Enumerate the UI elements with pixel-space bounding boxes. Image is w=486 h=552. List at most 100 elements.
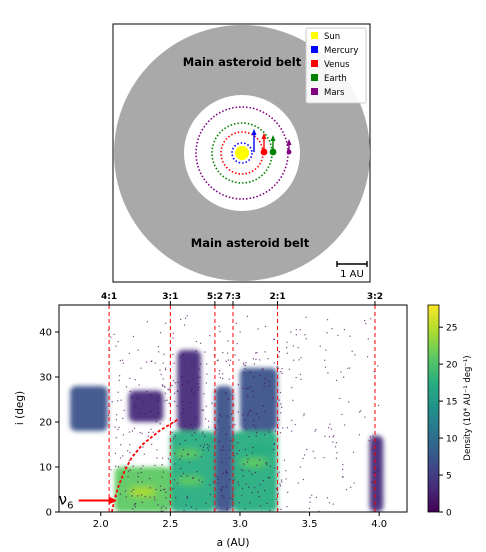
density-point [137, 475, 139, 478]
density-point [205, 405, 207, 407]
density-point [211, 402, 213, 404]
density-point [149, 487, 151, 489]
density-point [253, 424, 255, 426]
density-point [303, 454, 306, 456]
density-point [300, 357, 302, 359]
density-point [304, 334, 306, 336]
orbit-mercury [231, 142, 253, 164]
density-point [217, 478, 219, 480]
density-point [264, 351, 266, 353]
density-point [257, 491, 259, 493]
density-region-1 [128, 390, 164, 422]
density-point [110, 336, 112, 338]
density-point [225, 360, 227, 362]
density-point [286, 341, 288, 343]
density-point [218, 325, 220, 327]
density-core-0 [128, 486, 157, 497]
density-point [222, 377, 224, 380]
density-point [140, 471, 142, 474]
density-point [275, 401, 277, 403]
density-point [160, 510, 163, 512]
density-point [237, 411, 239, 413]
resonance-labels: 4:1 3:1 5:2 7:3 2:1 3:2 [101, 292, 383, 305]
density-point [229, 497, 231, 499]
density-point [226, 352, 229, 354]
density-point [131, 396, 133, 399]
density-point [203, 393, 205, 395]
density-point [364, 416, 366, 418]
density-point [118, 379, 120, 381]
density-point [186, 497, 188, 499]
density-point [305, 338, 307, 340]
density-point [244, 448, 247, 451]
density-point [231, 413, 233, 415]
density-point [172, 380, 174, 382]
density-point [198, 479, 200, 481]
density-point [156, 449, 158, 451]
density-point [202, 446, 205, 448]
density-point [243, 364, 245, 366]
density-point [213, 509, 215, 511]
density-point [117, 428, 119, 431]
density-point [186, 315, 188, 317]
density-point [150, 428, 152, 430]
density-point [119, 457, 122, 459]
density-point [345, 489, 348, 491]
density-point [225, 486, 228, 488]
density-point [297, 346, 299, 349]
density-point [196, 470, 198, 473]
density-point [240, 469, 242, 471]
density-point [181, 376, 183, 378]
density-point [176, 390, 179, 392]
density-point [353, 482, 355, 484]
density-point [281, 481, 283, 483]
density-point [131, 490, 133, 492]
density-point [329, 423, 331, 425]
density-point [120, 399, 122, 401]
density-point [132, 465, 134, 467]
density-point [192, 476, 195, 479]
density-point [202, 431, 204, 433]
colorbar-tick-label-3: 15 [446, 398, 457, 408]
density-point [151, 360, 153, 362]
density-point [182, 472, 185, 474]
density-point [176, 405, 178, 407]
density-point [222, 449, 224, 451]
density-point [131, 495, 133, 497]
density-point [291, 430, 293, 432]
density-point [256, 351, 258, 354]
density-point [273, 448, 275, 451]
density-point [283, 459, 286, 461]
density-point [314, 457, 316, 459]
density-point [190, 390, 192, 392]
density-point [273, 443, 275, 446]
venus-marker [260, 148, 268, 156]
density-scatter [107, 315, 380, 512]
density-point [198, 368, 200, 370]
density-point [266, 502, 268, 504]
density-point [275, 488, 278, 490]
density-point [201, 433, 204, 435]
density-point [113, 333, 115, 335]
density-point [127, 476, 129, 478]
density-point [335, 442, 338, 444]
density-point [133, 427, 136, 429]
density-point [227, 398, 230, 400]
y-tick-label-2: 20 [39, 418, 52, 429]
density-point [243, 463, 245, 465]
density-point [343, 376, 345, 378]
density-point [257, 328, 259, 330]
density-core-3 [239, 457, 268, 468]
density-point [297, 482, 299, 484]
density-point [220, 415, 222, 417]
density-point [245, 362, 247, 364]
density-point [209, 334, 211, 337]
density-point [122, 434, 124, 436]
density-point [259, 483, 261, 486]
density-point [324, 435, 326, 437]
density-point [246, 454, 248, 456]
density-point [198, 386, 200, 388]
density-point [291, 419, 293, 421]
density-point [118, 375, 121, 377]
density-point [309, 501, 311, 503]
